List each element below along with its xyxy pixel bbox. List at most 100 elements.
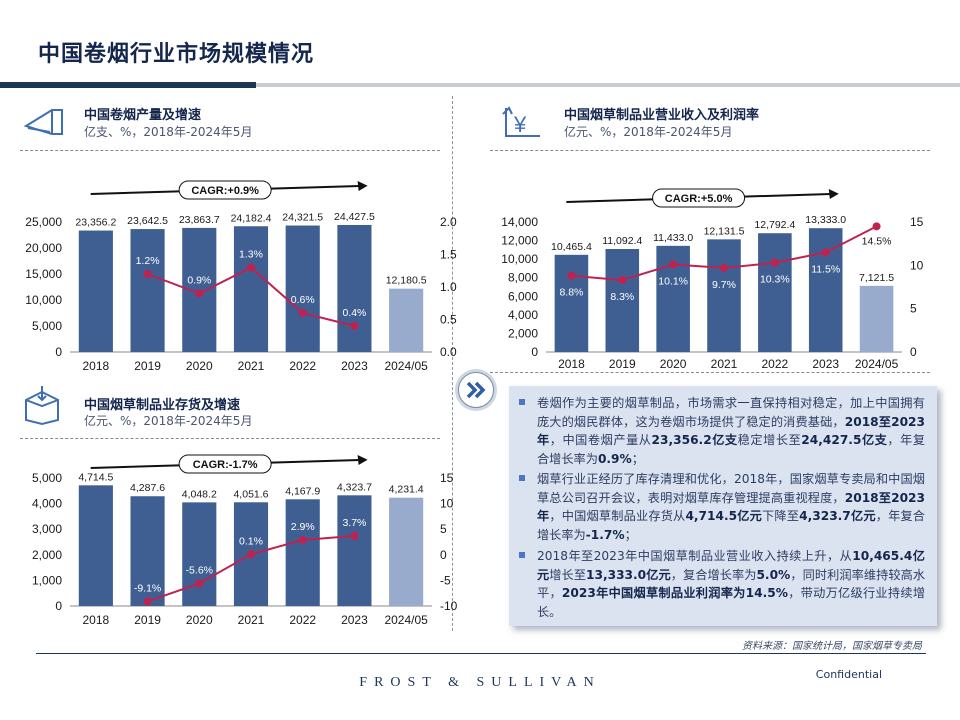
line-value-label: 10.1% bbox=[658, 275, 688, 287]
x-tick-label: 2024/05 bbox=[855, 357, 899, 371]
summary-text: 卷烟作为主要的烟草制品，市场需求一直保持相对稳定，加上中国拥有庞大的烟民群体，这… bbox=[537, 396, 925, 429]
bar-value-label: 24,321.5 bbox=[282, 212, 323, 224]
divider bbox=[20, 438, 440, 439]
bar-value-label: 11,433.0 bbox=[653, 232, 693, 244]
line-value-label: 0.9% bbox=[187, 275, 211, 287]
y-tick-label-left: 10,000 bbox=[501, 252, 538, 266]
line-value-label: -9.1% bbox=[134, 582, 161, 594]
line-point bbox=[298, 535, 307, 544]
summary-text: 下降至 bbox=[762, 509, 800, 524]
y-tick-label-left: 0 bbox=[531, 345, 538, 359]
divider bbox=[490, 150, 930, 151]
bar-value-label: 24,427.5 bbox=[334, 211, 375, 223]
bar-value-label: 7,121.5 bbox=[859, 272, 894, 284]
summary-bullet: 2018年至2023年中国烟草制品业营业收入持续上升，从10,465.4亿元增长… bbox=[519, 547, 925, 621]
cagr-label: CAGR:+5.0% bbox=[665, 193, 733, 205]
line-value-label: 10.3% bbox=[760, 274, 790, 286]
x-tick-label: 2021 bbox=[238, 359, 265, 373]
cagr-pill bbox=[178, 180, 272, 200]
summary-highlight: -1.7% bbox=[585, 527, 625, 542]
y-tick-label-right: 10 bbox=[440, 497, 454, 511]
x-tick-label: 2020 bbox=[660, 357, 687, 371]
summary-highlight: 24,427.5亿支 bbox=[801, 433, 888, 448]
line-value-label: 1.2% bbox=[136, 255, 160, 267]
line-point bbox=[247, 263, 255, 272]
section-title-inventory: 中国烟草制品业存货及增速 bbox=[84, 398, 241, 413]
line-value-label: 8.8% bbox=[559, 287, 583, 299]
bar bbox=[605, 248, 640, 352]
cagr-arrowhead bbox=[357, 455, 368, 465]
line-point bbox=[821, 248, 830, 257]
y-tick-label-left: 20,000 bbox=[25, 241, 62, 255]
bar bbox=[554, 254, 589, 352]
summary-text: ，复合增长率为 bbox=[670, 567, 757, 582]
section-title-production: 中国卷烟产量及增速 bbox=[84, 108, 202, 123]
bar-value-label: 23,642.5 bbox=[127, 215, 168, 227]
line-point bbox=[143, 270, 152, 278]
x-tick-label: 2018 bbox=[558, 357, 585, 371]
bar-value-label: 4,714.5 bbox=[78, 471, 113, 483]
x-tick-label: 2022 bbox=[289, 359, 316, 373]
summary-highlight: 0.9% bbox=[597, 451, 632, 466]
bar bbox=[233, 226, 269, 352]
summary-highlight: 2018至2023年 bbox=[537, 414, 926, 448]
line-value-label: 14.5% bbox=[862, 235, 892, 247]
y-tick-label-right: -10 bbox=[440, 599, 458, 613]
line-value-label: 8.3% bbox=[610, 291, 634, 303]
y-tick-label-right: 0 bbox=[440, 548, 447, 562]
line-value-label: 3.7% bbox=[342, 517, 366, 529]
line-point bbox=[350, 322, 359, 330]
cagr-arrowhead bbox=[357, 181, 368, 191]
y-tick-label-left: 2,000 bbox=[508, 326, 538, 340]
next-arrow-button[interactable] bbox=[458, 372, 494, 408]
y-tick-label-left: 1,000 bbox=[32, 573, 62, 587]
summary-text: ，中国烟草制品业存货从 bbox=[549, 509, 686, 524]
y-tick-label-left: 4,000 bbox=[32, 497, 62, 511]
bar bbox=[182, 502, 217, 606]
y-tick-label-left: 8,000 bbox=[508, 271, 538, 285]
bar-value-label: 11,092.4 bbox=[602, 235, 642, 247]
summary-bullet: 烟草行业正经历了库存清理和优化，2018年，国家烟草专卖局和中国烟草总公司召开会… bbox=[519, 470, 925, 544]
bar-value-label: 4,048.2 bbox=[182, 488, 217, 500]
summary-text: ，年复合增长率为 bbox=[537, 433, 926, 466]
double-chevron-right-icon bbox=[466, 381, 486, 399]
bar bbox=[78, 230, 113, 352]
divider bbox=[20, 150, 440, 151]
y-tick-label-right: 2.0 bbox=[440, 215, 457, 229]
line-point bbox=[567, 271, 576, 280]
bar-value-label: 13,333.0 bbox=[805, 214, 846, 226]
cigarette-icon bbox=[23, 109, 63, 135]
section-title-revenue: 中国烟草制品业营业收入及利润率 bbox=[564, 108, 760, 123]
bar-value-label: 12,792.4 bbox=[754, 219, 795, 231]
line-value-label: 11.5% bbox=[811, 263, 840, 275]
line-value-label: 1.3% bbox=[239, 249, 263, 261]
y-tick-label-right: 15 bbox=[440, 471, 454, 485]
svg-text:¥: ¥ bbox=[513, 112, 527, 137]
summary-text: ，中国卷烟产量从 bbox=[549, 433, 652, 448]
bar-value-label: 23,863.7 bbox=[179, 214, 220, 226]
y-tick-label-right: 1.5 bbox=[440, 248, 457, 262]
line-point bbox=[195, 579, 204, 588]
summary-highlight: 2023年中国烟草制品业利润率为14.5% bbox=[561, 586, 788, 601]
line-value-label: -5.6% bbox=[186, 564, 213, 576]
line-point bbox=[350, 531, 359, 540]
chart-inventory: 0 1,000 2,000 3,000 4,000 5,000 -10 -5 0 5 10 15 4,7… bbox=[32, 454, 458, 627]
summary-text: 2018年至2023年中国烟草制品业营业收入持续上升，从 bbox=[537, 549, 853, 563]
bar bbox=[130, 496, 165, 606]
line-point bbox=[872, 222, 881, 231]
line-point bbox=[669, 260, 678, 269]
bar-value-label: 4,167.9 bbox=[285, 485, 320, 497]
summary-text: ，年复合增长率为 bbox=[537, 509, 925, 542]
y-tick-label-left: 12,000 bbox=[501, 234, 538, 248]
cagr-label: CAGR:-1.7% bbox=[193, 459, 258, 471]
y-tick-label-right: 15 bbox=[910, 215, 924, 229]
chart-revenue-profit: 0 2,000 4,000 6,000 8,000 10,000 12,000 14,000 0… bbox=[501, 188, 924, 371]
bar-value-label: 4,051.6 bbox=[233, 488, 268, 500]
section-subtitle-revenue: 亿元、%，2018年-2024年5月 bbox=[564, 125, 733, 139]
y-tick-label-right: 10 bbox=[910, 258, 924, 272]
brand-logo: FROST & SULLIVAN bbox=[359, 675, 601, 690]
y-tick-label-right: 0.5 bbox=[440, 313, 457, 327]
bar-value-label: 24,182.4 bbox=[231, 212, 272, 224]
summary-text: ，同时利润率维持较高水平， bbox=[537, 567, 926, 601]
y-tick-label-left: 0 bbox=[55, 599, 62, 613]
